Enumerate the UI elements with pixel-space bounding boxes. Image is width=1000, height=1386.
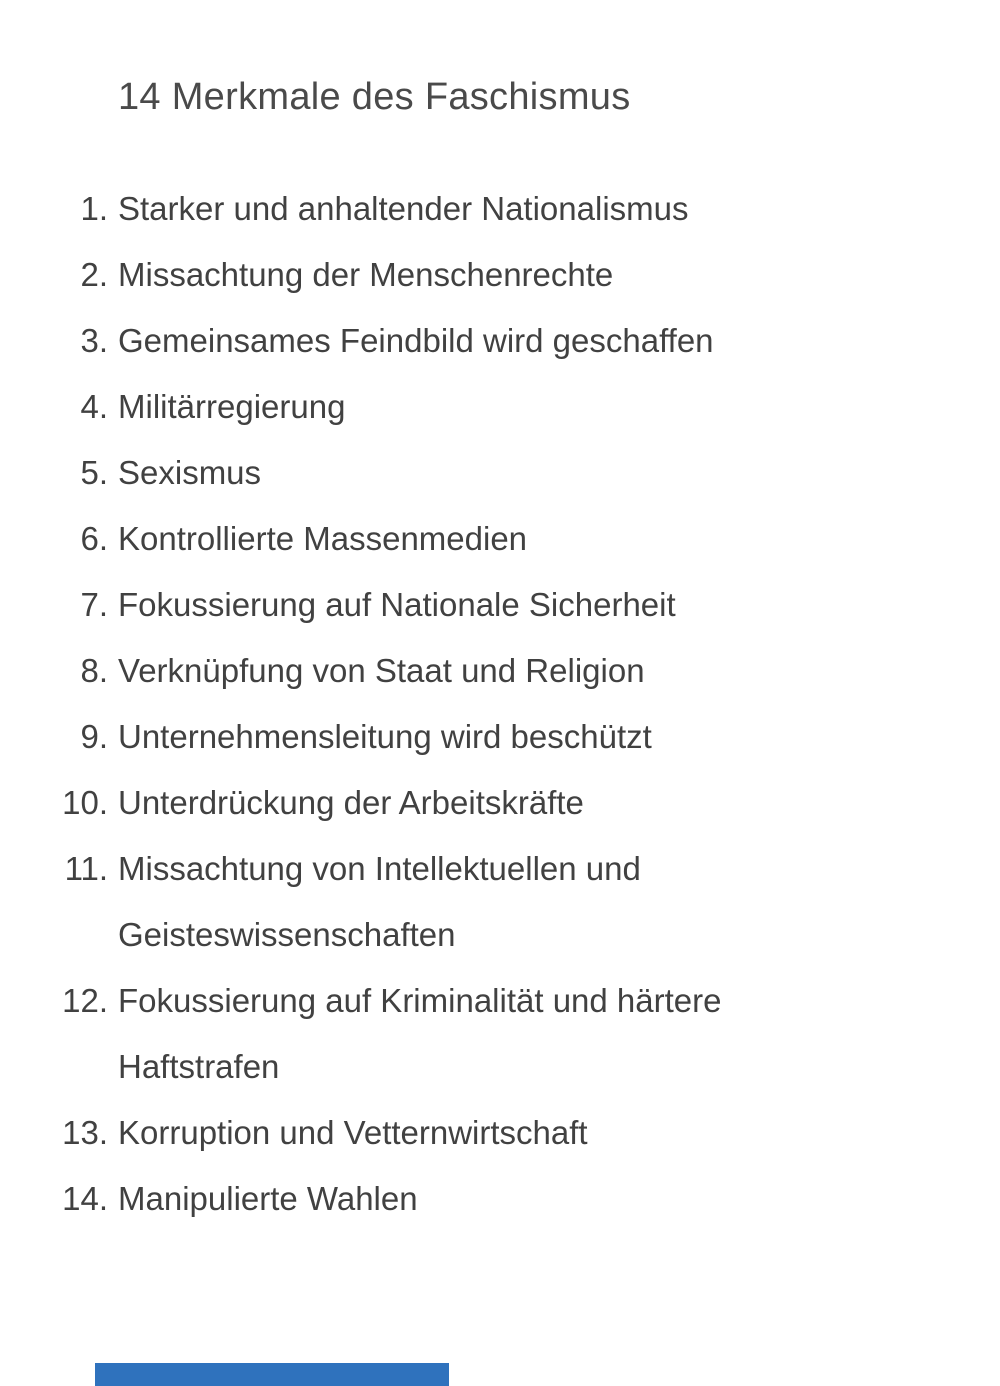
list-item-text: Korruption und Vetternwirtschaft	[118, 1114, 588, 1151]
list-item-number: 14.	[62, 1180, 108, 1217]
list-item: 1. Starker und anhaltender Nationalismus	[52, 176, 960, 242]
list-item-number: 11.	[64, 850, 108, 887]
list-item-text: Militärregierung	[118, 388, 346, 425]
list-item: 2. Missachtung der Menschenrechte	[52, 242, 960, 308]
list-item-text: Missachtung von Intellektuellen und Geis…	[118, 850, 641, 953]
list-item-number: 2.	[80, 256, 108, 293]
list-item: 4. Militärregierung	[52, 374, 960, 440]
list-item: 11. Missachtung von Intellektuellen und …	[52, 836, 960, 968]
list-item: 12. Fokussierung auf Kriminalität und hä…	[52, 968, 960, 1100]
list-item-number: 6.	[80, 520, 108, 557]
list-item-number: 5.	[80, 454, 108, 491]
list-item: 6. Kontrollierte Massenmedien	[52, 506, 960, 572]
list-item-number: 13.	[62, 1114, 108, 1151]
list-item-text: Sexismus	[118, 454, 262, 491]
list-item-number: 12.	[62, 982, 108, 1019]
list-item-number: 4.	[80, 388, 108, 425]
list-item: 8. Verknüpfung von Staat und Religion	[52, 638, 960, 704]
list-item-text: Kontrollierte Massenmedien	[118, 520, 528, 557]
list-item-text: Verknüpfung von Staat und Religion	[118, 652, 645, 689]
feature-list: 1. Starker und anhaltender Nationalismus…	[0, 176, 1000, 1232]
list-item-text: Manipulierte Wahlen	[118, 1180, 418, 1217]
list-item-number: 8.	[80, 652, 108, 689]
list-item-text: Starker und anhaltender Nationalismus	[118, 190, 689, 227]
list-item: 14. Manipulierte Wahlen	[52, 1166, 960, 1232]
list-item-text: Unternehmensleitung wird beschützt	[118, 718, 652, 755]
list-item-number: 1.	[80, 190, 108, 227]
list-item: 5. Sexismus	[52, 440, 960, 506]
list-item-number: 10.	[62, 784, 108, 821]
list-item-text: Gemeinsames Feindbild wird geschaffen	[118, 322, 714, 359]
page-title: 14 Merkmale des Faschismus	[118, 76, 631, 118]
list-item: 3. Gemeinsames Feindbild wird geschaffen	[52, 308, 960, 374]
list-item-text: Fokussierung auf Nationale Sicherheit	[118, 586, 676, 623]
list-item: 10. Unterdrückung der Arbeitskräfte	[52, 770, 960, 836]
list-item-number: 7.	[80, 586, 108, 623]
list-item-text: Missachtung der Menschenrechte	[118, 256, 614, 293]
list-item-text: Fokussierung auf Kriminalität und härter…	[118, 982, 722, 1085]
list-item-number: 9.	[80, 718, 108, 755]
list-item: 9. Unternehmensleitung wird beschützt	[52, 704, 960, 770]
list-item: 13. Korruption und Vetternwirtschaft	[52, 1100, 960, 1166]
list-item-text: Unterdrückung der Arbeitskräfte	[118, 784, 584, 821]
list-item: 7. Fokussierung auf Nationale Sicherheit	[52, 572, 960, 638]
bottom-partial-blue-element[interactable]	[95, 1363, 449, 1386]
list-item-number: 3.	[80, 322, 108, 359]
